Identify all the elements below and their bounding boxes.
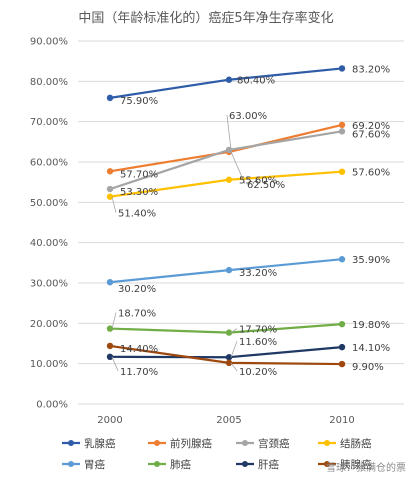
legend-label: 肝癌	[258, 458, 279, 471]
data-point	[225, 76, 233, 83]
data-label: 62.50%	[247, 180, 285, 191]
data-point	[338, 320, 346, 328]
legend-marker	[68, 461, 74, 467]
data-point	[338, 65, 346, 72]
y-tick-label: 90.00%	[30, 37, 68, 48]
data-label: 11.70%	[120, 367, 158, 378]
y-tick-label: 60.00%	[30, 158, 68, 169]
data-point	[225, 359, 233, 367]
data-label: 75.90%	[120, 96, 158, 107]
data-label: 9.90%	[352, 362, 384, 373]
label-leader-line	[111, 356, 119, 371]
data-label: 53.30%	[120, 187, 158, 198]
legend-marker	[68, 440, 74, 446]
data-point	[338, 128, 346, 135]
data-point	[338, 360, 346, 368]
legend-label: 结肠癌	[340, 437, 372, 450]
label-leader-line	[230, 362, 238, 372]
data-point	[106, 325, 114, 332]
legend-marker	[154, 440, 160, 446]
legend-label: 乳腺癌	[84, 437, 116, 450]
legend-marker	[324, 440, 330, 446]
legend-marker	[242, 461, 248, 467]
series-line	[109, 323, 343, 334]
data-label: 35.90%	[352, 255, 390, 266]
label-leader-line	[111, 196, 117, 213]
data-point	[225, 266, 233, 274]
legend-label: 胃癌	[84, 458, 105, 471]
series-line	[109, 123, 343, 173]
data-point	[106, 168, 114, 175]
data-point	[106, 353, 114, 361]
data-point	[338, 168, 346, 175]
data-label: 10.20%	[239, 367, 277, 378]
label-leader-line	[226, 114, 232, 150]
legend-marker	[154, 461, 160, 467]
data-label: 14.40%	[120, 344, 158, 355]
watermark-text: 雪球：张满仓的票	[326, 461, 406, 474]
y-tick-label: 80.00%	[30, 77, 68, 88]
data-label: 19.80%	[352, 320, 390, 331]
data-point	[338, 121, 346, 129]
data-label: 17.70%	[239, 325, 277, 336]
legend-marker	[242, 440, 248, 446]
y-tick-label: 40.00%	[30, 238, 68, 249]
data-point	[338, 256, 346, 263]
gridlines	[78, 40, 404, 405]
data-label: 57.70%	[120, 169, 158, 180]
y-axis: 0.00% 10.00% 20.00% 30.00% 40.00% 50.00% 60.00…	[30, 37, 68, 411]
data-label: 67.60%	[352, 129, 390, 140]
data-label: 55.60%	[239, 176, 277, 187]
data-point	[225, 329, 233, 336]
data-point	[106, 185, 114, 193]
data-label: 69.20%	[352, 121, 390, 132]
label-leader-line	[230, 151, 246, 185]
data-label: 14.10%	[352, 343, 390, 354]
data-point	[106, 193, 114, 200]
y-tick-label: 0.00%	[36, 400, 68, 411]
y-tick-label: 20.00%	[30, 319, 68, 330]
data-label: 33.20%	[239, 268, 277, 279]
y-tick-label: 50.00%	[30, 198, 68, 209]
data-label: 80.40%	[237, 76, 275, 87]
x-tick-label: 2000	[97, 415, 122, 426]
y-tick-label: 70.00%	[30, 117, 68, 128]
series-lines	[106, 65, 346, 368]
label-leader-line	[230, 328, 238, 333]
legend-marker	[324, 461, 330, 467]
data-label: 63.00%	[229, 111, 267, 122]
y-tick-label: 10.00%	[30, 359, 68, 370]
data-label: 30.20%	[118, 284, 156, 295]
chart-title: 中国（年龄标准化的）癌症5年净生存率变化	[78, 10, 333, 26]
label-leader-line	[111, 312, 117, 329]
data-point	[338, 343, 346, 351]
series-line	[109, 67, 343, 99]
x-tick-label: 2005	[216, 415, 241, 426]
data-labels: 75.90% 80.40% 83.20% 57.70% 62.50% 69.20% 53.3…	[111, 64, 390, 378]
data-point	[106, 278, 114, 286]
data-label: 18.70%	[118, 309, 156, 320]
x-tick-label: 2010	[329, 415, 354, 426]
data-point	[106, 94, 114, 102]
data-point	[106, 342, 114, 350]
legend-label: 肺癌	[170, 458, 191, 471]
legend-label: 前列腺癌	[170, 437, 212, 450]
data-label: 83.20%	[352, 64, 390, 75]
y-tick-label: 30.00%	[30, 279, 68, 290]
legend-label: 胰腺癌	[340, 458, 372, 471]
data-label: 11.60%	[239, 337, 277, 348]
label-leader-line	[230, 341, 238, 358]
data-label: 51.40%	[118, 209, 156, 220]
data-point	[225, 176, 233, 183]
data-point	[225, 354, 233, 361]
legend-label: 宫颈癌	[258, 437, 290, 450]
data-label: 57.60%	[352, 168, 390, 179]
x-axis: 2000 2005 2010	[97, 415, 354, 426]
